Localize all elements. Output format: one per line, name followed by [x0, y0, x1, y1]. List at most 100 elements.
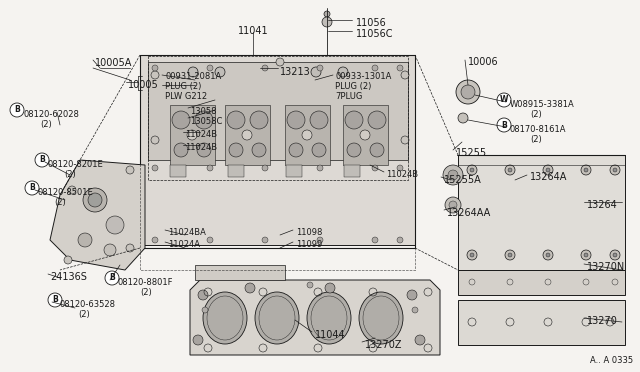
Circle shape [207, 165, 213, 171]
Circle shape [581, 250, 591, 260]
Text: 13264A: 13264A [530, 172, 568, 182]
Circle shape [302, 130, 312, 140]
Circle shape [415, 335, 425, 345]
Text: B: B [14, 106, 20, 115]
Circle shape [372, 237, 378, 243]
Polygon shape [50, 160, 145, 270]
Circle shape [613, 253, 617, 257]
Circle shape [456, 80, 480, 104]
Text: 11099: 11099 [296, 240, 323, 249]
Polygon shape [458, 155, 625, 270]
Circle shape [448, 170, 458, 180]
Bar [170, 105, 215, 165]
Text: 11041: 11041 [237, 26, 268, 36]
Text: 08120-62028: 08120-62028 [23, 110, 79, 119]
Circle shape [215, 67, 225, 77]
Circle shape [252, 143, 266, 157]
Circle shape [193, 335, 203, 345]
Circle shape [227, 111, 245, 129]
Circle shape [508, 168, 512, 172]
Circle shape [78, 233, 92, 247]
Circle shape [449, 201, 457, 209]
Text: (2): (2) [530, 135, 541, 144]
Bar [228, 165, 244, 177]
Circle shape [88, 193, 102, 207]
Circle shape [317, 65, 323, 71]
Text: B: B [501, 121, 507, 129]
Ellipse shape [307, 292, 351, 344]
Text: 11056: 11056 [356, 18, 387, 28]
Circle shape [397, 237, 403, 243]
Bar [343, 105, 388, 165]
Circle shape [584, 168, 588, 172]
Text: 11044: 11044 [315, 330, 346, 340]
Text: (2): (2) [64, 170, 76, 179]
Text: 13270Z: 13270Z [365, 340, 403, 350]
Circle shape [370, 143, 384, 157]
Circle shape [262, 65, 268, 71]
Circle shape [372, 65, 378, 71]
Ellipse shape [359, 292, 403, 344]
Text: B: B [109, 273, 115, 282]
Text: W: W [500, 96, 508, 105]
Text: 15255: 15255 [456, 148, 487, 158]
Text: 11024A: 11024A [168, 240, 200, 249]
Circle shape [25, 181, 39, 195]
Text: PLUG (2): PLUG (2) [335, 82, 371, 91]
Circle shape [35, 153, 49, 167]
Bar [285, 105, 330, 165]
Text: W08915-3381A: W08915-3381A [510, 100, 575, 109]
Text: 13264: 13264 [587, 200, 618, 210]
Circle shape [229, 143, 243, 157]
Circle shape [581, 165, 591, 175]
Circle shape [347, 143, 361, 157]
Circle shape [83, 188, 107, 212]
Text: 13270N: 13270N [587, 262, 625, 272]
Text: (2): (2) [140, 288, 152, 297]
Circle shape [470, 253, 474, 257]
Circle shape [461, 85, 475, 99]
Text: 10005: 10005 [128, 80, 159, 90]
Circle shape [317, 165, 323, 171]
Circle shape [311, 67, 321, 77]
Circle shape [470, 168, 474, 172]
Circle shape [467, 250, 477, 260]
Circle shape [325, 283, 335, 293]
Circle shape [126, 166, 134, 174]
Circle shape [198, 290, 208, 300]
Polygon shape [140, 55, 415, 245]
Polygon shape [458, 300, 625, 345]
Text: 00933-1301A: 00933-1301A [335, 72, 392, 81]
Bar [225, 105, 270, 165]
Circle shape [207, 237, 213, 243]
Text: 11024B: 11024B [185, 143, 217, 152]
Circle shape [610, 165, 620, 175]
Text: 7PLUG: 7PLUG [335, 92, 362, 101]
Circle shape [152, 237, 158, 243]
Circle shape [307, 282, 313, 288]
Text: 11056C: 11056C [356, 29, 394, 39]
Text: 11024B: 11024B [386, 170, 418, 179]
Circle shape [458, 113, 468, 123]
Bar [344, 165, 360, 177]
Circle shape [322, 17, 332, 27]
Text: 15255A: 15255A [444, 175, 482, 185]
Circle shape [345, 111, 363, 129]
Text: 08120-8501E: 08120-8501E [37, 188, 93, 197]
Circle shape [497, 93, 511, 107]
Text: (2): (2) [54, 198, 66, 207]
Text: 13264AA: 13264AA [447, 208, 492, 218]
Circle shape [505, 165, 515, 175]
Text: 13270: 13270 [587, 316, 618, 326]
Text: 08120-8201E: 08120-8201E [47, 160, 103, 169]
Circle shape [401, 136, 409, 144]
Circle shape [202, 307, 208, 313]
Text: (2): (2) [530, 110, 541, 119]
Text: A.. A 0335: A.. A 0335 [590, 356, 633, 365]
Polygon shape [148, 62, 408, 160]
Circle shape [310, 111, 328, 129]
Bar [286, 165, 302, 177]
Circle shape [317, 237, 323, 243]
Text: 10006: 10006 [468, 57, 499, 67]
Circle shape [262, 237, 268, 243]
